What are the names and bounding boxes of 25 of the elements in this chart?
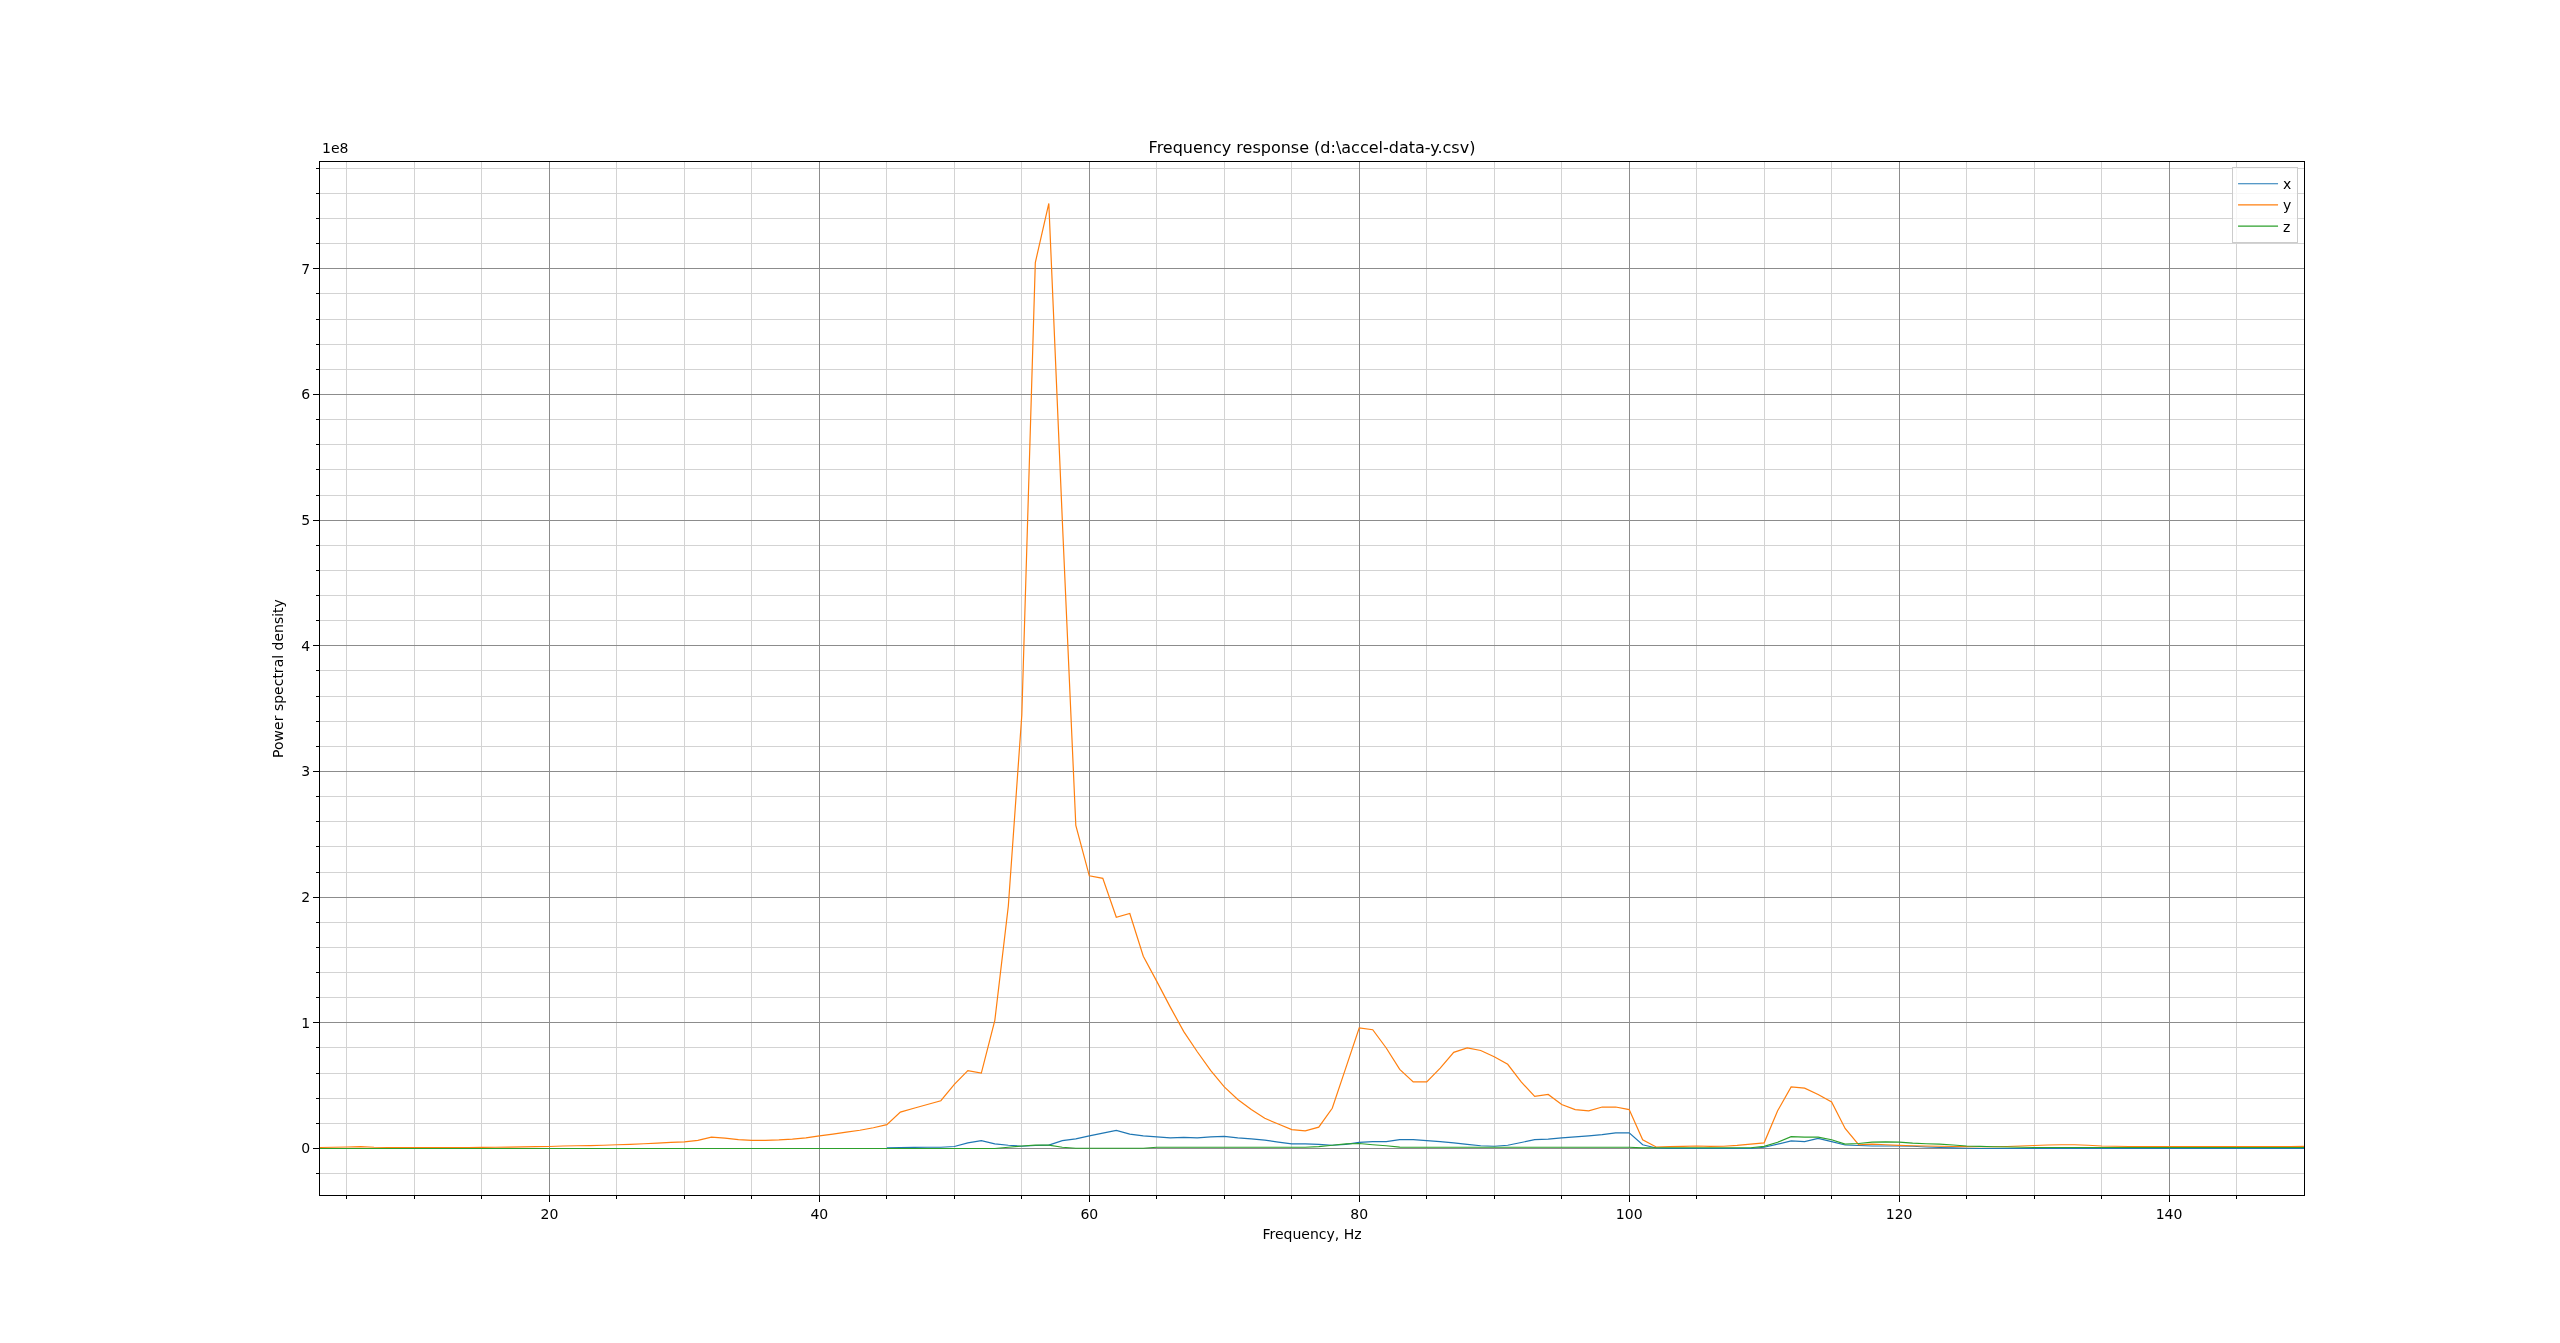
- line-series: [320, 1136, 2304, 1150]
- y-tick-label: 5: [301, 512, 311, 529]
- y-tick-label: 0: [301, 1140, 311, 1157]
- chart-title: Frequency response (d:\accel-data-y.csv): [1148, 137, 1476, 157]
- x-tick-label: 60: [1080, 1205, 1099, 1222]
- y-axis-title: Power spectral density: [269, 599, 286, 758]
- legend-label: y: [2283, 197, 2292, 214]
- x-tick-label: 120: [1885, 1205, 1913, 1222]
- y-tick-label: 6: [301, 386, 311, 403]
- x-axis-title: Frequency, Hz: [1262, 1226, 1362, 1243]
- legend-label: z: [2283, 218, 2291, 235]
- line-series: [886, 1129, 2304, 1150]
- x-tick-label: 20: [540, 1205, 559, 1222]
- y-tick-label: 4: [301, 637, 311, 654]
- y-tick-label: 1: [301, 1014, 311, 1031]
- x-tick-label: 140: [2155, 1205, 2183, 1222]
- x-tick-label: 40: [810, 1205, 829, 1222]
- y-tick-label: 7: [301, 260, 311, 277]
- legend-label: x: [2283, 176, 2292, 193]
- text: 1e8: [322, 140, 349, 156]
- line-series: [320, 202, 2304, 1149]
- y-tick-label: 2: [301, 889, 311, 906]
- y-tick-label: 3: [301, 763, 311, 780]
- x-tick-label: 100: [1615, 1205, 1643, 1222]
- x-tick-label: 80: [1350, 1205, 1369, 1222]
